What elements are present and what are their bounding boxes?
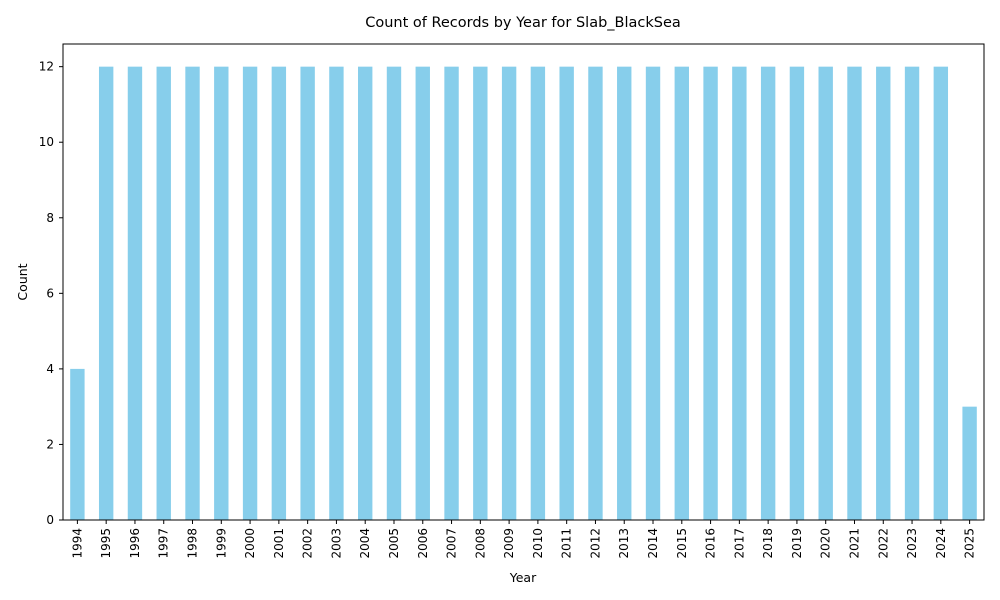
y-tick-label: 2 [46,437,54,451]
x-tick-label: 2000 [243,528,257,559]
y-tick-label: 6 [46,286,54,300]
x-tick-label: 2007 [445,528,459,559]
y-axis-label: Count [15,263,30,300]
x-tick-label: 2012 [588,528,602,559]
chart-title: Count of Records by Year for Slab_BlackS… [365,15,681,31]
y-tick-label: 12 [39,60,54,74]
x-tick-label: 2004 [358,528,372,559]
x-tick-label: 2019 [790,528,804,559]
x-tick-label: 2013 [617,528,631,559]
x-tick-label: 2002 [301,528,315,559]
x-tick-label: 2021 [847,528,861,559]
x-axis-label: Year [509,570,537,585]
x-tick-label: 2009 [502,528,516,559]
x-tick-label: 2017 [732,528,746,559]
x-tick-label: 2005 [387,528,401,559]
bar-2025 [962,406,977,520]
bar-2022 [876,66,891,521]
x-tick-label: 2014 [646,528,660,559]
x-tick-label: 2006 [416,528,430,559]
x-tick-label: 2020 [819,528,833,559]
bar-2007 [444,66,459,521]
bar-1994 [70,368,85,520]
x-tick-label: 2011 [560,528,574,559]
bar-2000 [242,66,258,521]
bar-2020 [818,66,833,521]
bar-2003 [329,66,344,521]
x-tick-label: 2008 [473,528,487,559]
x-tick-label: 2015 [675,528,689,559]
x-tick-label: 2018 [761,528,775,559]
x-tick-label: 2024 [934,528,948,559]
x-tick-label: 2025 [963,528,977,559]
bar-2001 [271,66,287,521]
bar-2021 [847,66,862,521]
bar-2019 [789,66,805,521]
bar-2018 [760,66,776,521]
bar-2010 [530,66,546,521]
y-tick-label: 4 [46,362,54,376]
plot-frame [62,43,985,521]
bar-2015 [674,66,689,521]
bar-2016 [703,66,718,521]
x-tick-label: 2003 [329,528,343,559]
bar-2009 [501,66,517,521]
bar-2017 [732,66,747,521]
bar-1998 [185,66,200,521]
bar-2002 [300,66,315,521]
x-tick-label: 1999 [214,528,228,559]
bar-2005 [386,66,402,521]
x-tick-label: 1997 [157,528,171,559]
bar-2004 [358,66,373,521]
x-tick-label: 1995 [99,528,113,559]
bar-1996 [127,66,143,521]
x-tick-label: 2001 [272,528,286,559]
bar-2012 [588,66,603,521]
bar-2013 [617,66,632,521]
x-tick-label: 1994 [70,528,84,559]
bar-2011 [559,66,574,521]
bars-group [70,66,977,521]
bar-1995 [98,66,114,521]
x-tick-label: 2016 [704,528,718,559]
bar-2014 [645,66,661,521]
bar-1999 [214,66,229,521]
y-tick-label: 8 [46,211,54,225]
x-axis-ticks: 1994 1995 1996 1997 1998 1999 2000 2001 2002 2003… [70,520,977,559]
x-tick-label: 1996 [128,528,142,559]
x-tick-label: 2010 [531,528,545,559]
bar-1997 [156,66,171,521]
y-tick-label: 10 [39,135,54,149]
x-tick-label: 2023 [905,528,919,559]
y-axis-ticks: 0 2 4 6 8 10 12 [39,60,63,527]
y-tick-label: 0 [46,513,54,527]
x-tick-label: 1998 [186,528,200,559]
bar-2008 [473,66,488,521]
bar-2024 [933,66,949,521]
x-tick-label: 2022 [876,528,890,559]
bar-2006 [415,66,430,521]
bar-2023 [904,66,920,521]
